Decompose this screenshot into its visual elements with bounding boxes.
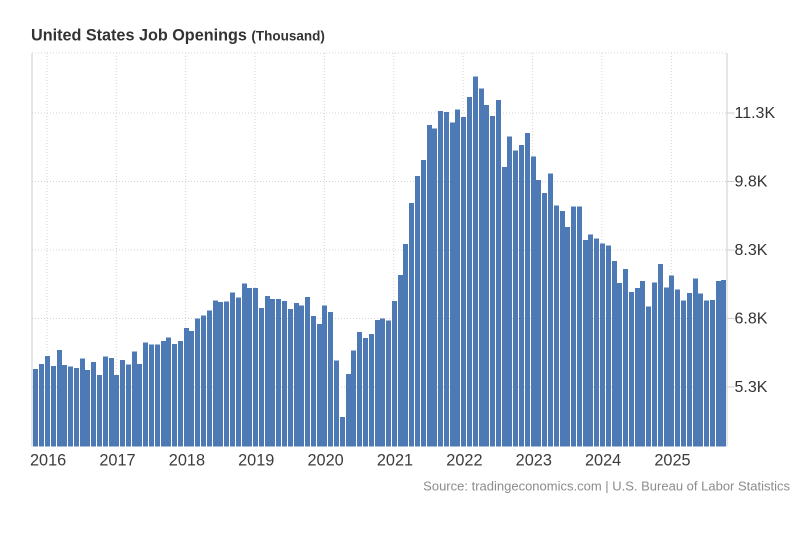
- svg-text:2017: 2017: [99, 452, 135, 470]
- svg-text:United States Job Openings (Th: United States Job Openings (Thousand): [31, 27, 325, 45]
- svg-text:11.3K: 11.3K: [735, 105, 776, 122]
- svg-text:2021: 2021: [377, 452, 413, 470]
- svg-text:2023: 2023: [516, 452, 552, 470]
- svg-text:2018: 2018: [169, 452, 205, 470]
- svg-text:6.8K: 6.8K: [735, 311, 768, 328]
- svg-text:2025: 2025: [654, 452, 690, 470]
- svg-text:2020: 2020: [307, 452, 343, 470]
- svg-text:8.3K: 8.3K: [735, 242, 768, 259]
- svg-text:5.3K: 5.3K: [735, 379, 768, 396]
- svg-text:2016: 2016: [30, 452, 66, 470]
- svg-text:2022: 2022: [446, 452, 482, 470]
- svg-text:2024: 2024: [585, 452, 621, 470]
- svg-text:2019: 2019: [238, 452, 274, 470]
- svg-text:Source: tradingeconomics.com |: Source: tradingeconomics.com | U.S. Bure…: [423, 479, 790, 494]
- svg-text:9.8K: 9.8K: [735, 174, 768, 191]
